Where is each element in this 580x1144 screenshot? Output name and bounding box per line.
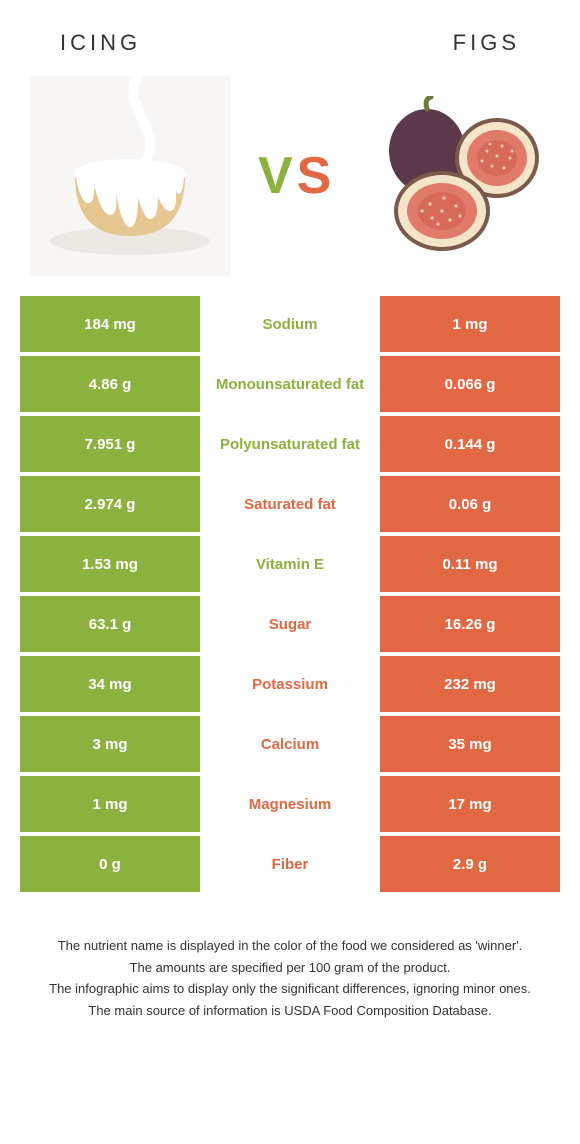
figs-icon [372, 96, 542, 256]
nutrient-label: Sodium [200, 296, 380, 352]
nutrient-label: Saturated fat [200, 476, 380, 532]
vs-letter-s: S [297, 146, 336, 206]
right-value: 232 mg [380, 656, 560, 712]
nutrient-row: 3 mgCalcium35 mg [20, 716, 560, 772]
right-value: 1 mg [380, 296, 560, 352]
nutrient-label: Polyunsaturated fat [200, 416, 380, 472]
left-value: 7.951 g [20, 416, 200, 472]
nutrient-label: Vitamin E [200, 536, 380, 592]
footnote-line: The main source of information is USDA F… [40, 1001, 540, 1021]
nutrient-row: 2.974 gSaturated fat0.06 g [20, 476, 560, 532]
nutrient-label: Magnesium [200, 776, 380, 832]
right-value: 0.144 g [380, 416, 560, 472]
nutrient-label: Fiber [200, 836, 380, 892]
left-value: 1.53 mg [20, 536, 200, 592]
nutrient-label: Sugar [200, 596, 380, 652]
right-value: 2.9 g [380, 836, 560, 892]
nutrient-label: Monounsaturated fat [200, 356, 380, 412]
left-value: 3 mg [20, 716, 200, 772]
nutrient-row: 63.1 gSugar16.26 g [20, 596, 560, 652]
nutrient-row: 1.53 mgVitamin E0.11 mg [20, 536, 560, 592]
figs-illustration [363, 76, 550, 276]
right-value: 17 mg [380, 776, 560, 832]
nutrient-row: 0 gFiber2.9 g [20, 836, 560, 892]
left-value: 4.86 g [20, 356, 200, 412]
right-value: 0.06 g [380, 476, 560, 532]
nutrient-label: Potassium [200, 656, 380, 712]
footnote-line: The amounts are specified per 100 gram o… [40, 958, 540, 978]
footnote-line: The infographic aims to display only the… [40, 979, 540, 999]
right-food-title: FIGS [453, 30, 520, 56]
left-value: 1 mg [20, 776, 200, 832]
right-value: 0.066 g [380, 356, 560, 412]
nutrient-row: 34 mgPotassium232 mg [20, 656, 560, 712]
cake-icon [30, 76, 230, 276]
left-food-title: ICING [60, 30, 141, 56]
nutrient-row: 1 mgMagnesium17 mg [20, 776, 560, 832]
right-value: 35 mg [380, 716, 560, 772]
nutrient-table: 184 mgSodium1 mg4.86 gMonounsaturated fa… [0, 296, 580, 892]
nutrient-row: 7.951 gPolyunsaturated fat0.144 g [20, 416, 560, 472]
left-value: 184 mg [20, 296, 200, 352]
icing-illustration [30, 76, 230, 276]
right-value: 0.11 mg [380, 536, 560, 592]
vs-letter-v: V [258, 146, 297, 206]
footnote-line: The nutrient name is displayed in the co… [40, 936, 540, 956]
nutrient-label: Calcium [200, 716, 380, 772]
nutrient-row: 184 mgSodium1 mg [20, 296, 560, 352]
left-value: 63.1 g [20, 596, 200, 652]
header-row: ICING FIGS [0, 0, 580, 66]
comparison-infographic: ICING FIGS VS [0, 0, 580, 1020]
left-value: 2.974 g [20, 476, 200, 532]
footnotes: The nutrient name is displayed in the co… [0, 896, 580, 1020]
left-value: 34 mg [20, 656, 200, 712]
hero-row: VS [0, 66, 580, 296]
right-value: 16.26 g [380, 596, 560, 652]
left-value: 0 g [20, 836, 200, 892]
nutrient-row: 4.86 gMonounsaturated fat0.066 g [20, 356, 560, 412]
vs-badge: VS [250, 126, 343, 226]
